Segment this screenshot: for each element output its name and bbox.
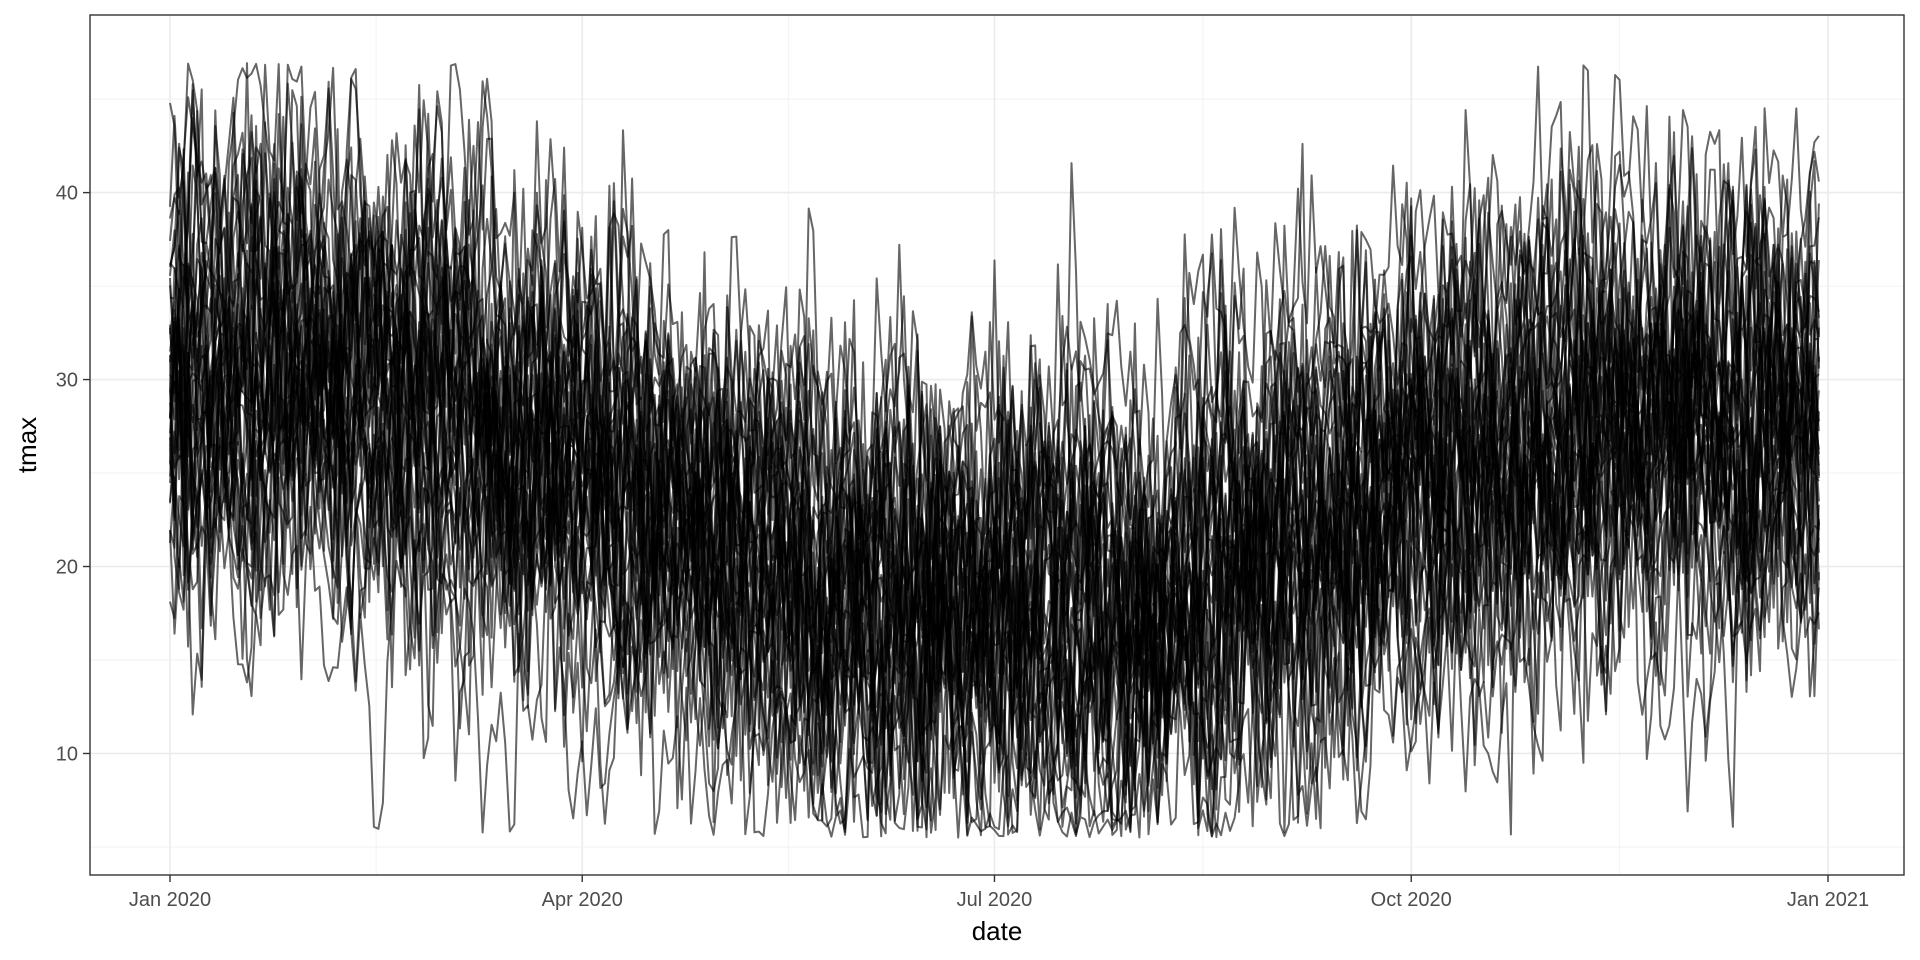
y-tick-label: 40 [56,183,78,205]
y-axis: 10 20 30 40 [56,183,90,765]
x-tick-label: Oct 2020 [1371,889,1452,911]
series-line [169,230,1820,839]
y-axis-title: tmax [12,417,42,473]
series-layer [169,62,1820,839]
x-axis-title: date [972,916,1023,946]
y-tick-label: 20 [56,557,78,579]
x-axis: Jan 2020 Apr 2020 Jul 2020 Oct 2020 Jan 2021 [129,875,1869,911]
series-line [169,95,1820,743]
x-tick-label: Apr 2020 [542,889,623,911]
y-tick-label: 30 [56,370,78,392]
x-tick-label: Jul 2020 [957,889,1033,911]
series-line [169,90,1820,762]
x-tick-label: Jan 2021 [1787,889,1869,911]
y-tick-label: 10 [56,743,78,765]
series-line [169,320,1820,838]
series-line [169,80,1820,799]
series-line [169,248,1820,835]
x-tick-label: Jan 2020 [129,889,211,911]
series-line [169,62,1820,695]
plot-border [89,14,1905,876]
